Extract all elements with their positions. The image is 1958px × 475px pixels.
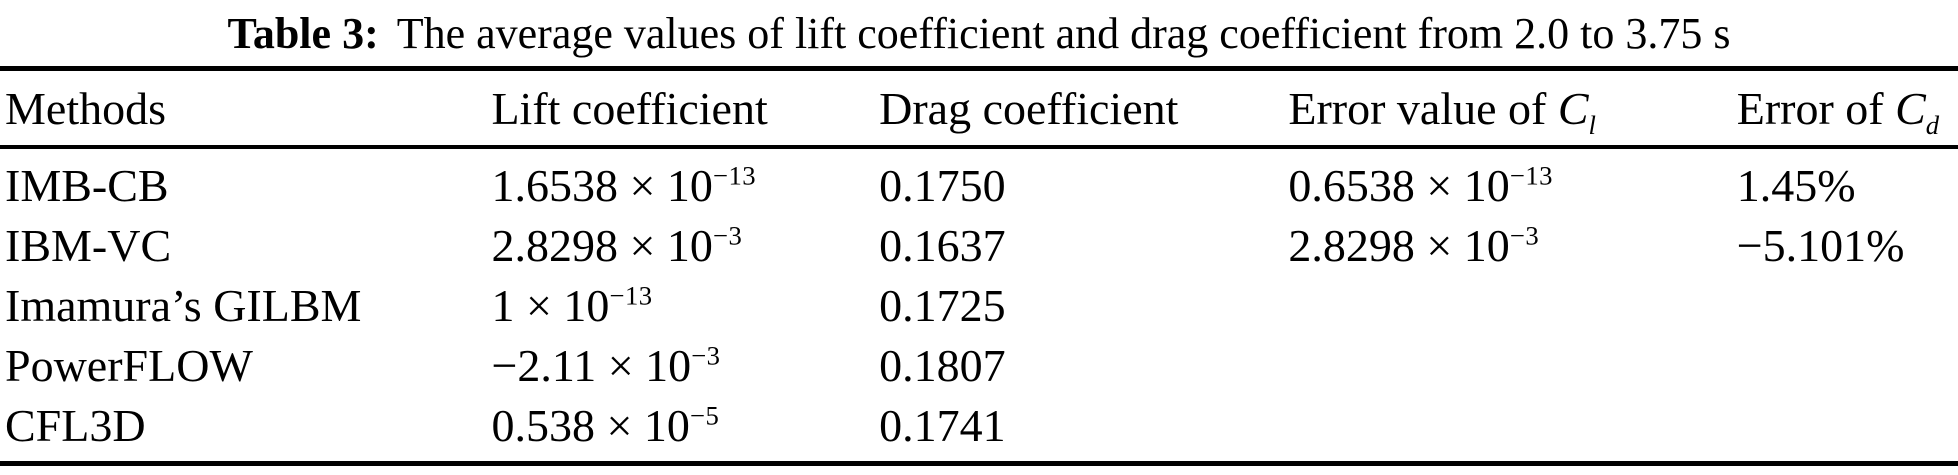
cell-drag: 0.1637 xyxy=(879,219,1006,271)
cell-error-cl xyxy=(1288,395,1736,464)
cell-error-cd: −5.101% xyxy=(1736,219,1905,271)
coefficients-table: Methods Lift coefficient Drag coefficient E… xyxy=(0,66,1958,466)
cell-lift: 0.538 × 10−5 xyxy=(491,399,720,451)
cell-method: PowerFLOW xyxy=(5,339,253,391)
cell-drag: 0.1807 xyxy=(879,339,1006,391)
cell-error-cl: 0.6538 × 10−13 xyxy=(1288,159,1554,211)
column-header-error-cl: Error value of Cl xyxy=(1288,68,1737,149)
table-caption-text: The average values of lift coefficient a… xyxy=(396,8,1731,58)
table-header: Methods Lift coefficient Drag coefficient E… xyxy=(0,68,1958,149)
table-row: Imamura’s GILBM 1 × 10−13 0.1725 xyxy=(0,275,1958,335)
table-row: PowerFLOW −2.11 × 10−3 0.1807 xyxy=(0,335,1958,395)
cell-error-cd xyxy=(1737,335,1958,395)
cell-lift: 2.8298 × 10−3 xyxy=(491,219,743,271)
column-header-method: Methods xyxy=(0,68,492,149)
cell-method: IBM-VC xyxy=(5,219,172,271)
table-caption-label: Table 3: xyxy=(227,8,379,58)
cell-method: Imamura’s GILBM xyxy=(5,279,362,331)
table-row: CFL3D 0.538 × 10−5 0.1741 xyxy=(0,395,1958,464)
cell-method: CFL3D xyxy=(5,399,146,451)
cell-drag: 0.1750 xyxy=(879,159,1006,211)
table-caption: Table 3: The average values of lift coef… xyxy=(0,0,1958,66)
column-header-lift: Lift coefficient xyxy=(491,68,880,149)
cell-error-cd xyxy=(1737,395,1958,464)
cell-error-cl xyxy=(1288,275,1736,335)
cell-lift: −2.11 × 10−3 xyxy=(491,339,721,391)
cell-error-cd xyxy=(1737,275,1958,335)
cell-drag: 0.1725 xyxy=(879,279,1006,331)
cell-error-cl: 2.8298 × 10−3 xyxy=(1288,219,1540,271)
cell-error-cd: 1.45% xyxy=(1736,159,1856,211)
cell-method: IMB-CB xyxy=(5,159,169,211)
cell-lift: 1.6538 × 10−13 xyxy=(491,159,757,211)
cell-lift: 1 × 10−13 xyxy=(491,279,653,331)
table-body: IMB-CB 1.6538 × 10−13 0.1750 0.6538 × 10−13… xyxy=(0,147,1958,464)
table-row: IMB-CB 1.6538 × 10−13 0.1750 0.6538 × 10−13… xyxy=(0,147,1958,215)
cell-drag: 0.1741 xyxy=(879,399,1006,451)
cell-error-cl xyxy=(1288,335,1736,395)
column-header-drag: Drag coefficient xyxy=(879,68,1289,149)
table-row: IBM-VC 2.8298 × 10−3 0.1637 2.8298 × 10−3 −5… xyxy=(0,215,1958,275)
table-header-row: Methods Lift coefficient Drag coefficient E… xyxy=(0,68,1958,149)
column-header-error-cd: Error of Cd xyxy=(1736,68,1958,149)
